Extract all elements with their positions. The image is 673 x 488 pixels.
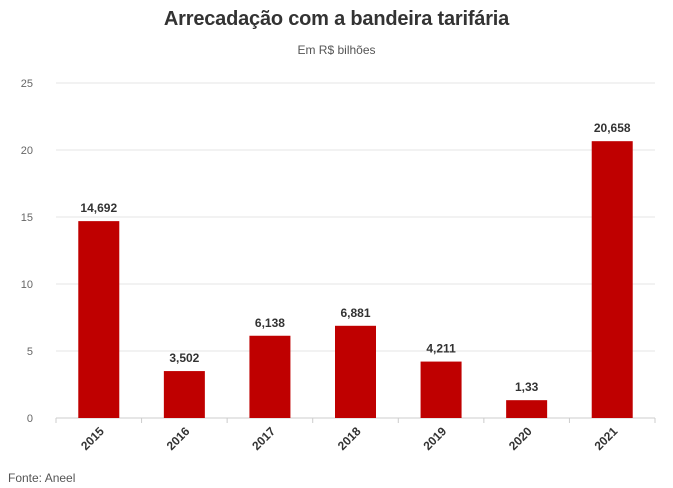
x-tick-label: 2015 [78,424,107,453]
bar [249,335,291,418]
data-label: 14,692 [80,201,117,215]
data-label: 4,211 [426,342,456,356]
y-tick-label: 20 [21,145,33,157]
y-tick-label: 5 [27,346,33,358]
data-label: 3,502 [169,351,199,365]
bar [420,361,462,418]
bar [506,400,548,418]
y-axis-ticks: 0 5 10 15 20 25 [21,78,33,425]
bar [78,221,120,418]
x-tick-label: 2020 [506,424,535,453]
data-labels: 14,692 3,502 6,138 6,881 4,211 1,33 20,658 [80,121,630,394]
x-tick-label: 2016 [164,424,193,453]
chart-title: Arrecadação com a bandeira tarifária [163,8,510,30]
x-tick-label: 2021 [592,424,621,453]
data-label: 6,881 [340,306,370,320]
bar [163,371,205,418]
source-note: Fonte: Aneel [8,471,76,485]
bar [335,325,376,418]
bars [78,141,633,418]
data-label: 1,33 [515,380,539,394]
x-tick-label: 2018 [335,424,364,453]
x-axis-ticks: 2015 2016 2017 2018 2019 2020 2021 [55,418,656,453]
chart-subtitle: Em R$ bilhões [297,43,376,57]
data-label: 6,138 [255,316,285,330]
x-tick-label: 2019 [420,424,449,453]
y-tick-label: 10 [21,279,33,291]
bar [591,141,633,418]
y-tick-label: 15 [21,212,33,224]
x-tick-label: 2017 [249,424,278,453]
data-label: 20,658 [594,121,631,135]
y-tick-label: 0 [27,413,33,425]
y-tick-label: 25 [21,78,33,90]
